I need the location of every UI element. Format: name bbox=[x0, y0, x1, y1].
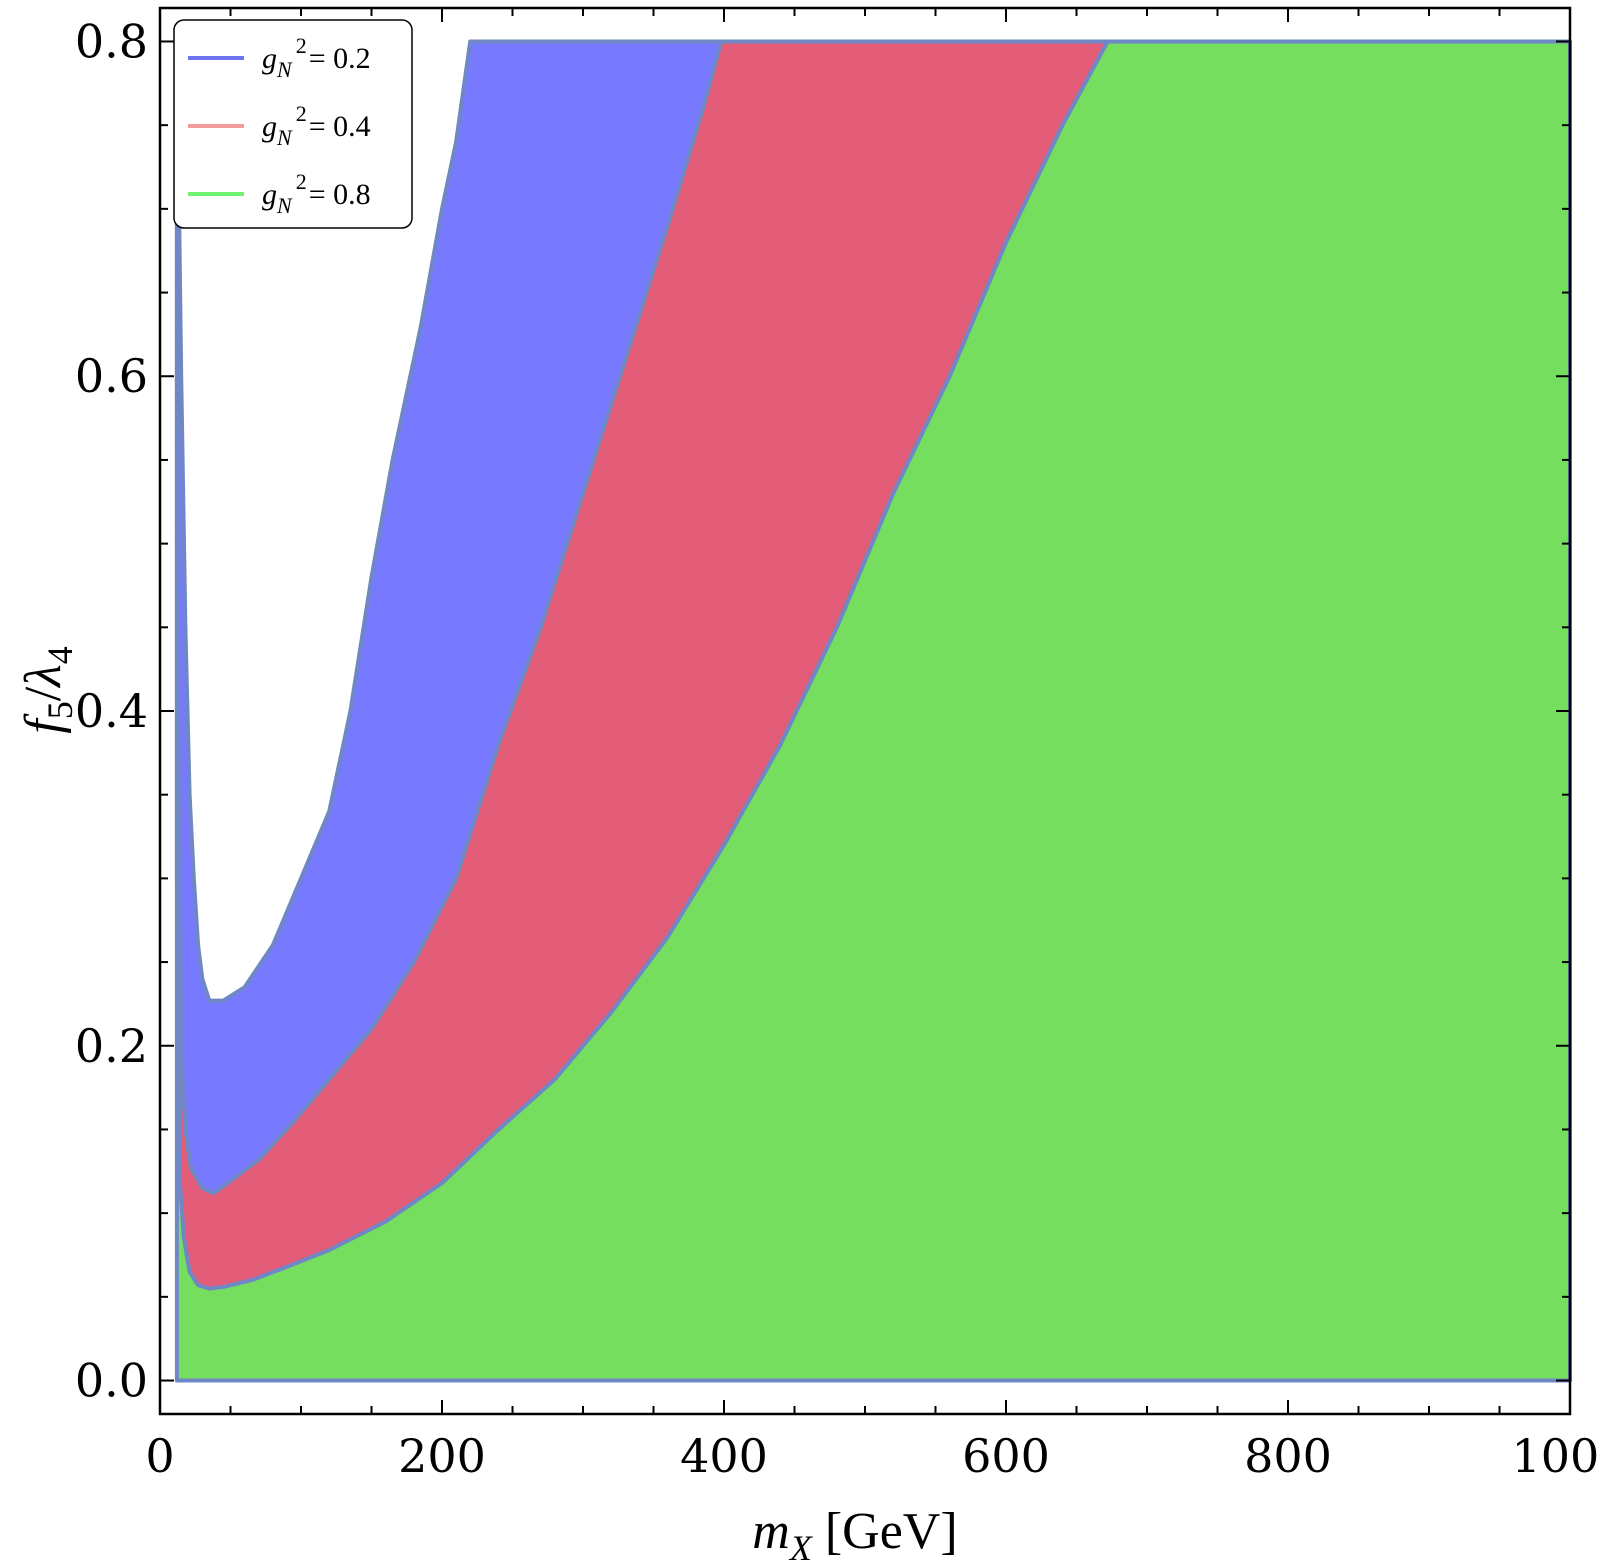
legend-entries: gN2= 0.2 gN2= 0.4 gN2= 0.8 bbox=[188, 33, 371, 218]
legend-label: gN2= 0.2 bbox=[262, 33, 371, 82]
y-tick-label: 0.8 bbox=[75, 14, 148, 68]
region-gN2-0.2 bbox=[174, 39, 724, 1196]
x-axis-label: mX [GeV] bbox=[752, 1503, 957, 1562]
x-tick-label: 600 bbox=[962, 1429, 1050, 1483]
x-tick-label: 400 bbox=[680, 1429, 768, 1483]
y-tick-label: 0.0 bbox=[75, 1354, 148, 1408]
y-tick-label: 0.2 bbox=[75, 1019, 148, 1073]
x-tick-label: 0 bbox=[145, 1429, 174, 1483]
legend-box bbox=[173, 19, 413, 229]
y-tick-label: 0.4 bbox=[75, 684, 148, 738]
x-tick-label: 200 bbox=[398, 1429, 486, 1483]
y-tick-label: 0.6 bbox=[75, 349, 148, 403]
chart-regions bbox=[174, 39, 1572, 1383]
axis-ticks bbox=[159, 8, 1571, 1414]
legend-label: gN2= 0.4 bbox=[262, 101, 371, 150]
y-axis-label: f5/λ4 bbox=[15, 646, 80, 733]
legend-label: gN2= 0.8 bbox=[262, 169, 371, 218]
x-tick-label: 800 bbox=[1244, 1429, 1332, 1483]
legend: gN2= 0.2 gN2= 0.4 gN2= 0.8 bbox=[173, 19, 413, 229]
